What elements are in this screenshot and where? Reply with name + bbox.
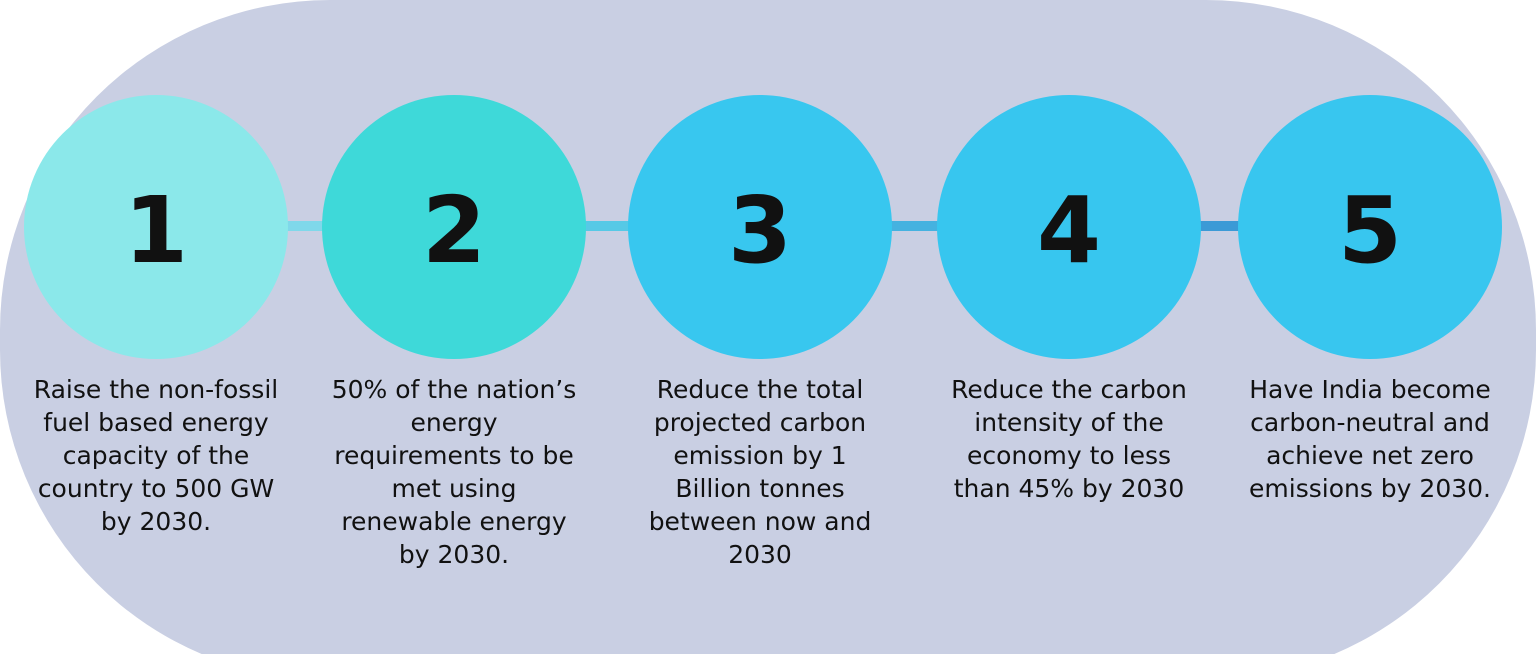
step-4-number: 4	[1036, 177, 1101, 284]
step-3-description: Reduce the total projected carbon emissi…	[648, 375, 872, 569]
connector-4-5	[1196, 221, 1246, 231]
step-1-description: Raise the non-fossil fuel based energy c…	[33, 375, 279, 536]
step-5-description: Have India become carbon-neutral and ach…	[1249, 375, 1491, 503]
connector-3-4	[888, 221, 943, 231]
step-5-number: 5	[1337, 177, 1402, 284]
connector-2-3	[580, 221, 635, 231]
step-4-circle: 4	[937, 95, 1201, 359]
step-3-number: 3	[727, 177, 792, 284]
step-1-number: 1	[123, 177, 188, 284]
step-4-description: Reduce the carbon intensity of the econo…	[951, 375, 1187, 503]
step-2-circle: 2	[322, 95, 586, 359]
step-3-circle: 3	[628, 95, 892, 359]
step-1-circle: 1	[24, 95, 288, 359]
step-5-circle: 5	[1238, 95, 1502, 359]
step-2-description: 50% of the nation’s energy requirements …	[331, 375, 577, 569]
connector-1-2	[280, 221, 330, 231]
step-2-number: 2	[421, 177, 486, 284]
